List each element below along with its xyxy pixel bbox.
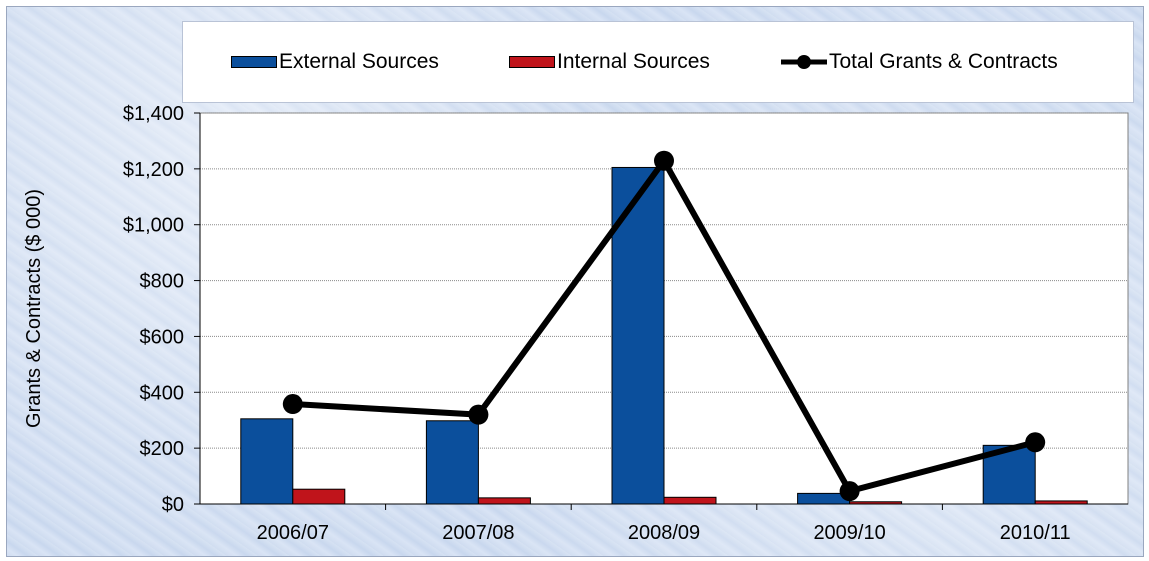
point-total bbox=[468, 404, 489, 425]
legend-item-external: External Sources bbox=[231, 50, 439, 73]
y-axis-title: Grants & Contracts ($ 000) bbox=[23, 189, 45, 428]
point-total bbox=[282, 394, 303, 415]
y-tick-label: $1,400 bbox=[123, 103, 184, 125]
legend-item-total: Total Grants & Contracts bbox=[779, 50, 1058, 73]
legend-label-external: External Sources bbox=[279, 50, 439, 73]
legend-label-total: Total Grants & Contracts bbox=[829, 50, 1058, 73]
bar-internal bbox=[849, 501, 903, 505]
point-total bbox=[839, 481, 860, 502]
legend-label-internal: Internal Sources bbox=[557, 50, 710, 73]
y-tick-label: $0 bbox=[162, 494, 184, 516]
y-tick-label: $1,200 bbox=[123, 159, 184, 181]
bar-internal bbox=[1034, 500, 1088, 505]
point-total bbox=[654, 150, 674, 171]
legend-swatch-external bbox=[231, 56, 277, 68]
y-tick-label: $800 bbox=[140, 271, 185, 293]
y-tick-label: $200 bbox=[140, 438, 185, 460]
point-total bbox=[1025, 432, 1046, 453]
x-tick-label: 2006/07 bbox=[257, 522, 329, 544]
y-tick-label: $1,000 bbox=[123, 215, 184, 237]
x-tick-label: 2009/10 bbox=[813, 522, 885, 544]
bar-external bbox=[425, 420, 479, 505]
x-tick-label: 2008/09 bbox=[628, 522, 700, 544]
x-tick-label: 2007/08 bbox=[442, 522, 514, 544]
y-tick-label: $600 bbox=[140, 326, 185, 348]
legend-line-marker bbox=[781, 55, 827, 69]
legend-swatch-internal bbox=[509, 56, 555, 68]
bar-external bbox=[240, 418, 294, 505]
legend-item-internal: Internal Sources bbox=[509, 50, 710, 73]
y-tick-label: $400 bbox=[140, 382, 185, 404]
bar-internal bbox=[292, 488, 346, 505]
x-tick-label: 2010/11 bbox=[1000, 522, 1071, 544]
legend: External Sources Internal Sources Total … bbox=[182, 21, 1134, 103]
bar-internal bbox=[663, 496, 717, 505]
bar-internal bbox=[477, 497, 531, 505]
